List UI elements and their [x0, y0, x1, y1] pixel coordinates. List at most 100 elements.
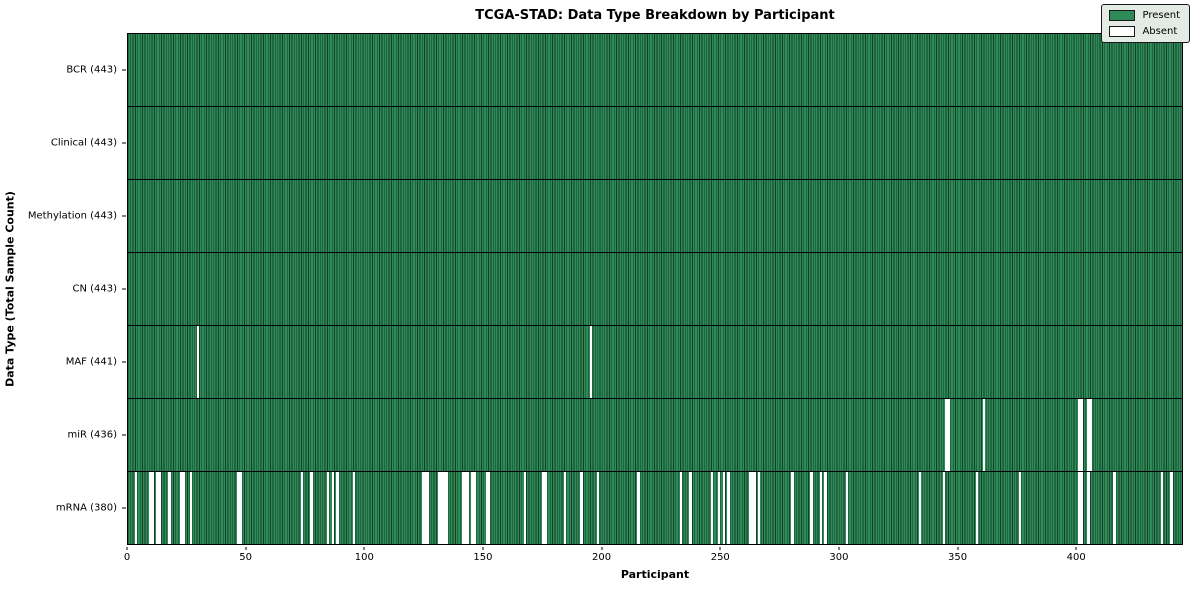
absent-stripe [1077, 472, 1081, 544]
x-tick-area: 0 50 100 150 200 250 300 350 400 [124, 545, 1183, 567]
absent-stripe [440, 472, 444, 544]
absent-stripe [1080, 472, 1083, 544]
x-tick-label-300: 300 [829, 552, 849, 563]
absent-stripe [947, 399, 950, 471]
absent-stripe [158, 472, 162, 544]
legend-swatch-absent [1109, 26, 1136, 37]
absent-stripe [466, 472, 470, 544]
absent-stripe [424, 472, 427, 544]
y-tick-mark [122, 361, 126, 363]
absent-stripe [180, 472, 183, 544]
absent-stripe [196, 326, 200, 398]
absent-stripe [544, 472, 548, 544]
absent-stripe [637, 472, 640, 544]
absent-stripe [485, 472, 489, 544]
x-tick-mark [363, 546, 365, 550]
absent-stripe [1160, 472, 1164, 544]
absent-stripe [810, 472, 813, 544]
absent-stripe [580, 472, 583, 544]
absent-stripe [758, 472, 761, 544]
legend: Present Absent [1101, 4, 1190, 43]
absent-stripe [236, 472, 240, 544]
absent-stripe [727, 472, 730, 544]
heatmap-row-mrna [128, 472, 1182, 544]
absent-stripe [326, 472, 330, 544]
absent-stripe [189, 472, 192, 544]
absent-stripe [689, 472, 692, 544]
absent-stripe [748, 472, 751, 544]
legend-label-present: Present [1142, 10, 1180, 21]
absent-stripe [426, 472, 429, 544]
y-tick-label-bcr: BCR (443) [66, 64, 117, 76]
absent-stripe [149, 472, 152, 544]
x-tick-label-150: 150 [473, 552, 493, 563]
heatmap-row-cn [128, 253, 1182, 326]
y-tick-mark [122, 434, 126, 436]
absent-stripe [983, 399, 986, 471]
absent-stripe [975, 472, 979, 544]
absent-stripe [1170, 472, 1173, 544]
legend-item-present: Present [1109, 10, 1180, 21]
absent-stripe [471, 472, 474, 544]
absent-stripe [1077, 399, 1081, 471]
y-tick-mark [122, 142, 126, 144]
x-tick-mark [957, 546, 959, 550]
x-tick-mark [838, 546, 840, 550]
absent-stripe [445, 472, 448, 544]
absent-stripe [331, 472, 335, 544]
legend-swatch-present [1109, 10, 1136, 21]
absent-stripe [523, 472, 526, 544]
y-tick-label-clinical: Clinical (443) [50, 137, 117, 149]
legend-item-absent: Absent [1109, 26, 1180, 37]
legend-label-absent: Absent [1142, 26, 1178, 37]
absent-stripe [919, 472, 922, 544]
absent-stripe [542, 472, 545, 544]
y-tick-mark [122, 288, 126, 290]
y-tick-label-maf: MAF (441) [65, 356, 117, 368]
y-tick-mark [122, 507, 126, 509]
plot-area [127, 33, 1183, 545]
x-tick-label-50: 50 [239, 552, 253, 563]
absent-stripe [1087, 399, 1090, 471]
absent-stripe [353, 472, 356, 544]
absent-stripe [824, 472, 827, 544]
absent-stripe [753, 472, 756, 544]
absent-stripe [310, 472, 313, 544]
absent-stripe [168, 472, 171, 544]
x-tick-label-250: 250 [710, 552, 730, 563]
absent-stripe [596, 472, 600, 544]
y-tick-label-methylation: Methylation (443) [27, 210, 117, 222]
heatmap-row-clinical [128, 107, 1182, 180]
absent-stripe [135, 472, 138, 544]
y-tick-mark [122, 69, 126, 71]
absent-stripe [717, 472, 721, 544]
x-tick-mark [482, 546, 484, 550]
absent-stripe [945, 399, 948, 471]
absent-stripe [156, 472, 159, 544]
absent-stripe [710, 472, 714, 544]
y-tick-label-mrna: mRNA (380) [55, 502, 117, 514]
heatmap-row-methylation [128, 180, 1182, 253]
x-tick-mark [1075, 546, 1077, 550]
y-tick-mark [122, 215, 126, 217]
absent-stripe [845, 472, 849, 544]
heatmap-row-mir [128, 399, 1182, 472]
absent-stripe [473, 472, 477, 544]
absent-stripe [679, 472, 683, 544]
x-tick-mark [719, 546, 721, 550]
absent-stripe [791, 472, 794, 544]
x-tick-label-400: 400 [1066, 552, 1086, 563]
absent-stripe [563, 472, 567, 544]
absent-stripe [589, 326, 593, 398]
chart-title: TCGA-STAD: Data Type Breakdown by Partic… [475, 8, 835, 23]
absent-stripe [443, 472, 446, 544]
absent-stripe [464, 472, 467, 544]
absent-stripe [239, 472, 242, 544]
absent-stripe [1018, 472, 1021, 544]
absent-stripe [722, 472, 725, 544]
heatmap-row-bcr [128, 34, 1182, 107]
y-tick-label-mir: miR (436) [67, 429, 117, 441]
absent-stripe [488, 472, 491, 544]
absent-stripe [461, 472, 465, 544]
absent-stripe [750, 472, 754, 544]
